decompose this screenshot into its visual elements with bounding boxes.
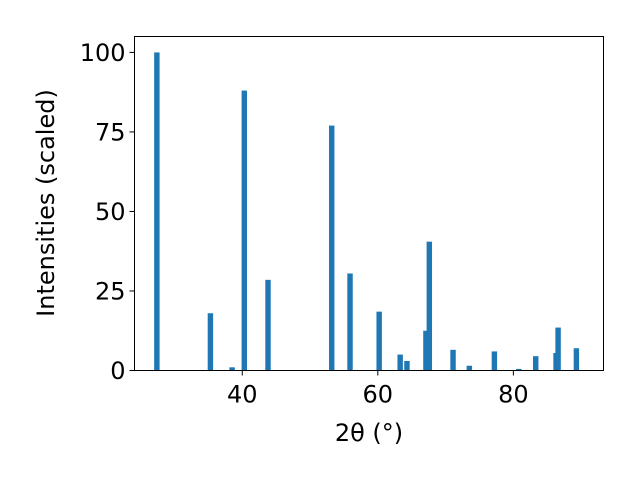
bar <box>533 356 538 370</box>
bar <box>208 313 213 370</box>
y-tick-label: 50 <box>95 198 126 226</box>
y-tick-label: 100 <box>80 39 126 67</box>
y-tick-label: 0 <box>110 357 125 385</box>
y-tick-label: 25 <box>95 277 126 305</box>
bar <box>265 280 270 371</box>
bar <box>154 52 159 370</box>
bar <box>427 242 432 371</box>
bar <box>242 91 247 371</box>
bar <box>450 350 455 371</box>
bar <box>574 348 579 370</box>
y-axis-label: Intensities (scaled) <box>32 89 60 317</box>
x-axis-label: 2θ (°) <box>335 419 403 447</box>
bar <box>467 366 472 371</box>
x-tick-label: 60 <box>363 381 394 409</box>
bar <box>376 312 381 371</box>
bar <box>404 361 409 371</box>
y-tick-label: 75 <box>95 118 126 146</box>
x-tick-label: 80 <box>498 381 529 409</box>
bar <box>555 328 560 371</box>
bar <box>329 126 334 371</box>
bar <box>347 273 352 370</box>
bar <box>397 355 402 371</box>
bar <box>492 351 497 370</box>
x-tick-label: 40 <box>227 381 258 409</box>
